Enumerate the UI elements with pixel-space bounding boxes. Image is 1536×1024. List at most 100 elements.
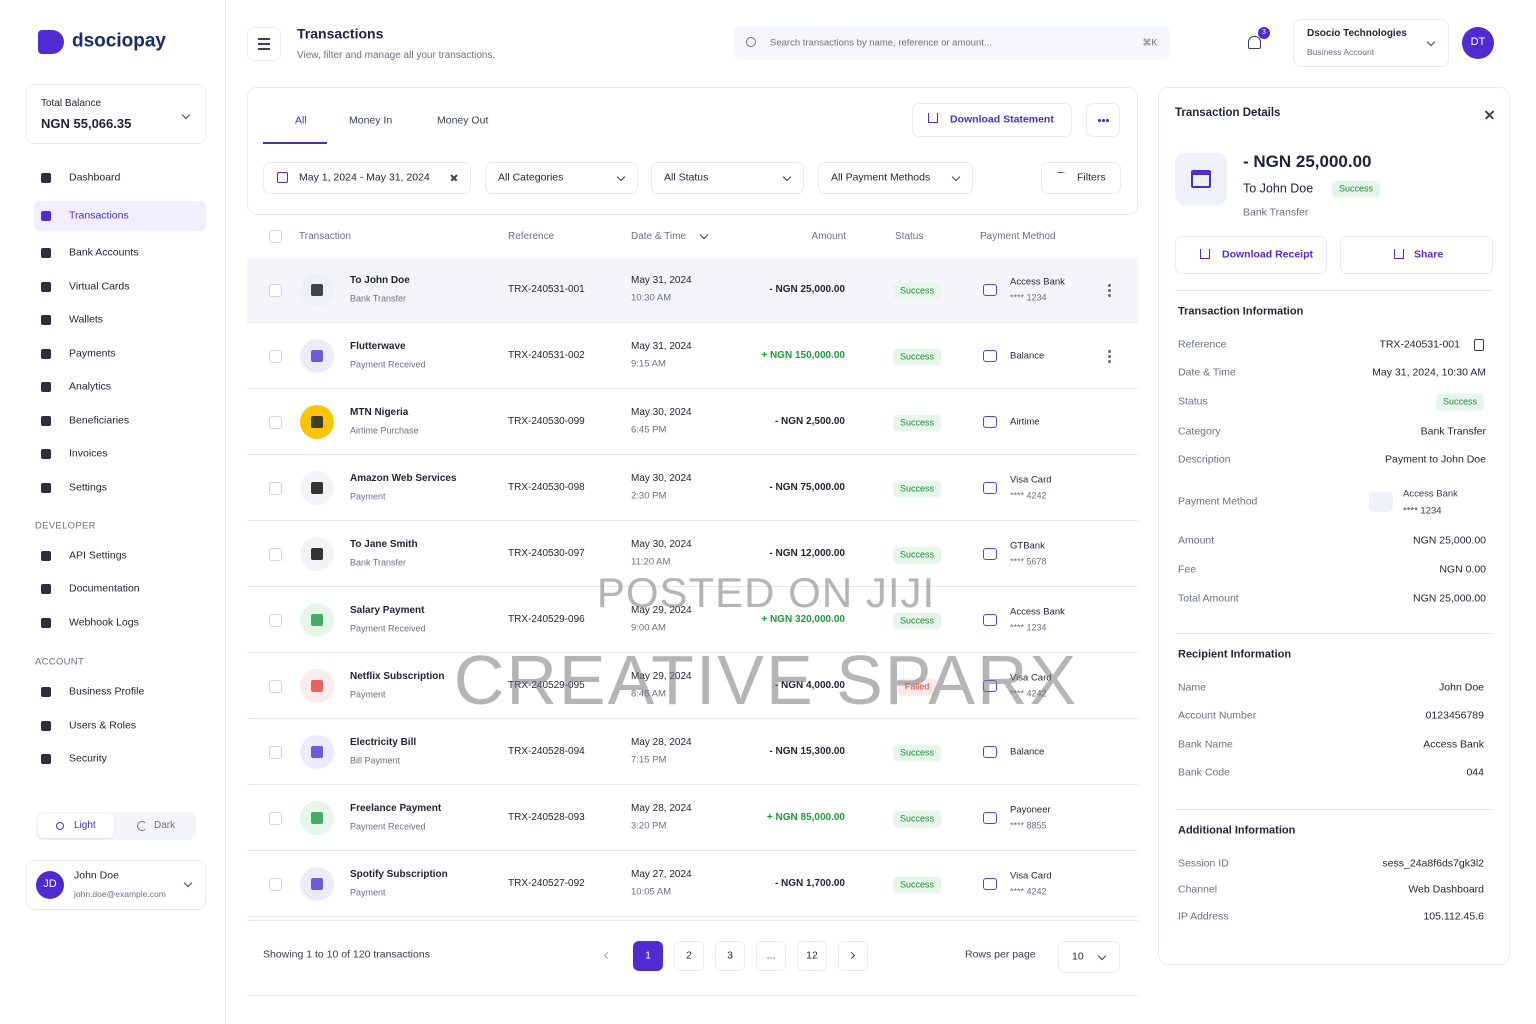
method-detail: **** 5678 <box>1010 556 1047 567</box>
checkbox[interactable] <box>269 614 282 627</box>
nav-item[interactable]: Webhook Logs <box>69 616 139 629</box>
page-button[interactable] <box>715 941 745 971</box>
nav-item[interactable]: Bank Accounts <box>69 246 139 259</box>
page-button[interactable] <box>674 941 704 971</box>
checkbox[interactable] <box>269 548 282 561</box>
user-avatar: JD <box>36 871 64 899</box>
checkbox[interactable] <box>269 230 282 243</box>
detail-value: John Doe <box>1439 681 1484 694</box>
nav-item[interactable]: API Settings <box>69 549 127 562</box>
menu-button[interactable] <box>247 27 281 61</box>
page-number: 1 <box>645 949 651 962</box>
header-avatar[interactable]: DT <box>1462 27 1494 59</box>
checkbox[interactable] <box>269 416 282 429</box>
table-row[interactable] <box>247 588 1138 653</box>
table-row[interactable] <box>247 522 1138 587</box>
nav-item[interactable]: Users & Roles <box>69 719 137 732</box>
table-row[interactable] <box>247 324 1138 389</box>
page-button[interactable] <box>797 941 827 971</box>
menu-bar <box>258 43 270 45</box>
tab[interactable]: All <box>295 114 307 127</box>
nav-item[interactable]: Documentation <box>69 582 140 595</box>
detail-label: Session ID <box>1178 857 1229 870</box>
theme-light-bg[interactable] <box>38 814 114 838</box>
theme-dark[interactable]: Dark <box>154 820 176 831</box>
detail-value: Bank Transfer <box>1420 425 1486 438</box>
filter-select[interactable] <box>818 162 973 194</box>
nav-item[interactable]: Invoices <box>69 447 108 460</box>
next-button[interactable] <box>838 941 868 971</box>
row-selected[interactable] <box>247 258 1138 323</box>
search-box[interactable] <box>734 26 1170 60</box>
table-row[interactable] <box>247 720 1138 785</box>
tab[interactable]: Money Out <box>437 114 489 127</box>
detail-value: Web Dashboard <box>1408 883 1484 896</box>
tx-icon-glyph <box>311 284 323 296</box>
checkbox[interactable] <box>269 812 282 825</box>
tab[interactable]: Money In <box>349 114 393 127</box>
nav-item[interactable]: Payments <box>69 347 116 360</box>
logo-mark <box>38 30 64 54</box>
filters-button[interactable] <box>1041 162 1121 194</box>
account-switcher[interactable] <box>1293 19 1449 67</box>
tx-time: 7:15 PM <box>631 754 667 766</box>
table-row[interactable] <box>247 456 1138 521</box>
download-button[interactable] <box>912 103 1072 137</box>
tx-amount: + NGN 85,000.00 <box>766 812 845 823</box>
page-number: 12 <box>806 949 818 962</box>
menu-bar <box>258 48 270 50</box>
nav-item[interactable]: Analytics <box>69 380 112 393</box>
copy-icon[interactable] <box>1474 339 1484 351</box>
filter-select[interactable] <box>485 162 638 194</box>
nav-item[interactable]: Beneficiaries <box>69 414 130 427</box>
filter-select[interactable] <box>263 162 471 194</box>
rows-select[interactable] <box>1058 941 1120 973</box>
page-button[interactable] <box>756 941 786 971</box>
method-name: Airtime <box>1010 416 1040 428</box>
tx-reference: TRX-240530-098 <box>508 482 585 493</box>
kebab-dot[interactable] <box>1108 355 1111 358</box>
nav-item[interactable]: Security <box>69 752 107 765</box>
kebab-dot[interactable] <box>1108 289 1111 292</box>
nav-item[interactable]: Dashboard <box>69 171 121 184</box>
filter-select[interactable] <box>651 162 804 194</box>
tx-icon-glyph <box>311 614 323 626</box>
nav-item[interactable]: Wallets <box>69 313 104 326</box>
checkbox[interactable] <box>269 350 282 363</box>
nav-active-bg <box>34 201 206 231</box>
nav-item[interactable]: Virtual Cards <box>69 280 130 293</box>
page-button[interactable] <box>633 941 663 971</box>
nav-item[interactable]: Settings <box>69 481 107 494</box>
tx-name: To Jane Smith <box>350 539 418 550</box>
table-row[interactable] <box>247 786 1138 851</box>
detail-value: 105.112.45.6 <box>1423 910 1484 923</box>
tx-reference: TRX-240528-094 <box>508 746 585 757</box>
checkbox[interactable] <box>269 746 282 759</box>
table-row[interactable] <box>247 852 1138 917</box>
kebab-dot[interactable] <box>1108 294 1111 297</box>
nav-item[interactable]: Business Profile <box>69 685 145 698</box>
checkbox[interactable] <box>269 680 282 693</box>
table-row[interactable] <box>247 390 1138 455</box>
method-icon <box>1369 492 1393 512</box>
checkbox[interactable] <box>269 482 282 495</box>
kebab-dot[interactable] <box>1108 350 1111 353</box>
table-row[interactable] <box>247 654 1138 719</box>
page-number: 2 <box>686 949 692 962</box>
details-button[interactable] <box>1175 236 1327 274</box>
kebab-dot[interactable] <box>1108 360 1111 363</box>
menu-bar <box>258 38 270 40</box>
nav-icon <box>41 754 51 764</box>
more-button[interactable] <box>1086 103 1120 137</box>
tx-date: May 28, 2024 <box>631 803 692 814</box>
kebab-dot[interactable] <box>1108 284 1111 287</box>
theme-light[interactable]: Light <box>74 820 96 831</box>
column-header: Payment Method <box>980 231 1056 242</box>
bell-icon[interactable] <box>1248 36 1261 49</box>
details-button[interactable] <box>1340 236 1493 274</box>
method-detail: **** 8855 <box>1010 820 1047 831</box>
nav-item[interactable]: Transactions <box>69 209 129 222</box>
checkbox[interactable] <box>269 878 282 891</box>
checkbox[interactable] <box>269 284 282 297</box>
user-card[interactable] <box>26 860 206 910</box>
